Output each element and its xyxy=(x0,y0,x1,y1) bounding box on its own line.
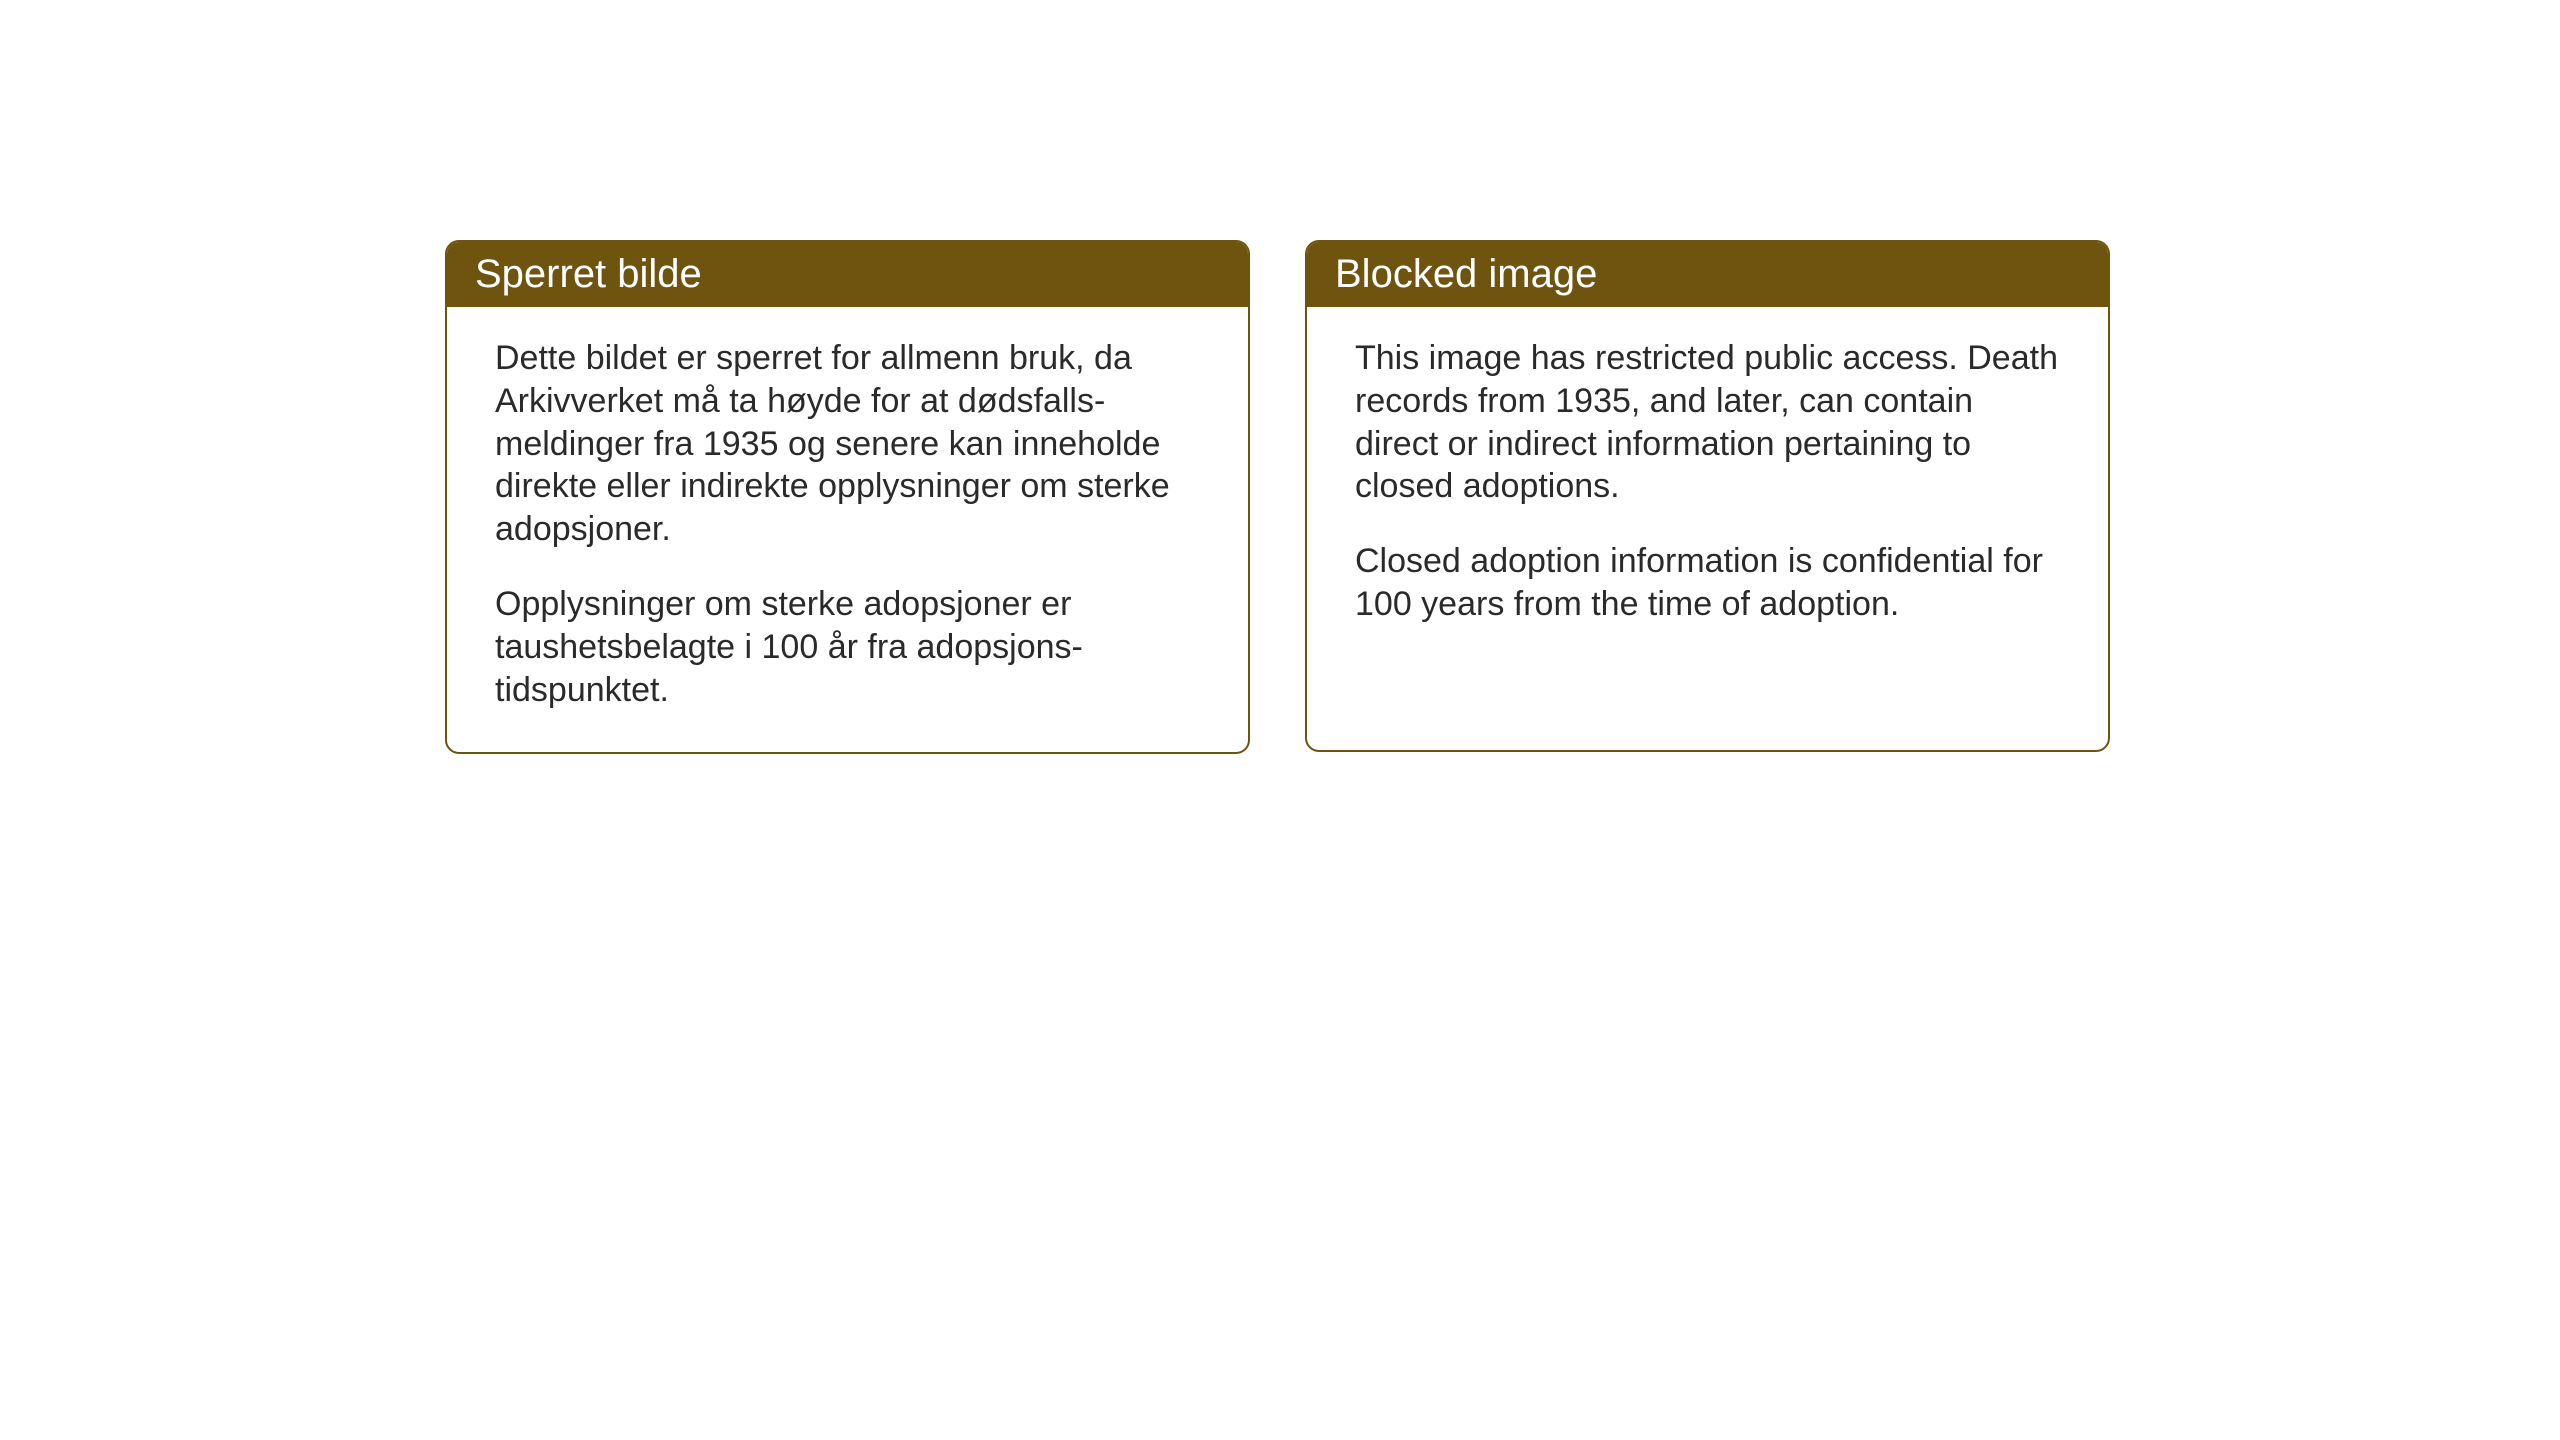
notice-header-english: Blocked image xyxy=(1307,242,2108,307)
notice-paragraph-2-norwegian: Opplysninger om sterke adopsjoner er tau… xyxy=(495,583,1200,711)
notice-paragraph-1-norwegian: Dette bildet er sperret for allmenn bruk… xyxy=(495,337,1200,551)
notice-paragraph-1-english: This image has restricted public access.… xyxy=(1355,337,2060,508)
notice-box-norwegian: Sperret bilde Dette bildet er sperret fo… xyxy=(445,240,1250,754)
notice-body-norwegian: Dette bildet er sperret for allmenn bruk… xyxy=(447,307,1248,752)
notice-header-norwegian: Sperret bilde xyxy=(447,242,1248,307)
notice-paragraph-2-english: Closed adoption information is confident… xyxy=(1355,540,2060,626)
notice-container: Sperret bilde Dette bildet er sperret fo… xyxy=(445,240,2110,754)
notice-body-english: This image has restricted public access.… xyxy=(1307,307,2108,666)
notice-box-english: Blocked image This image has restricted … xyxy=(1305,240,2110,752)
